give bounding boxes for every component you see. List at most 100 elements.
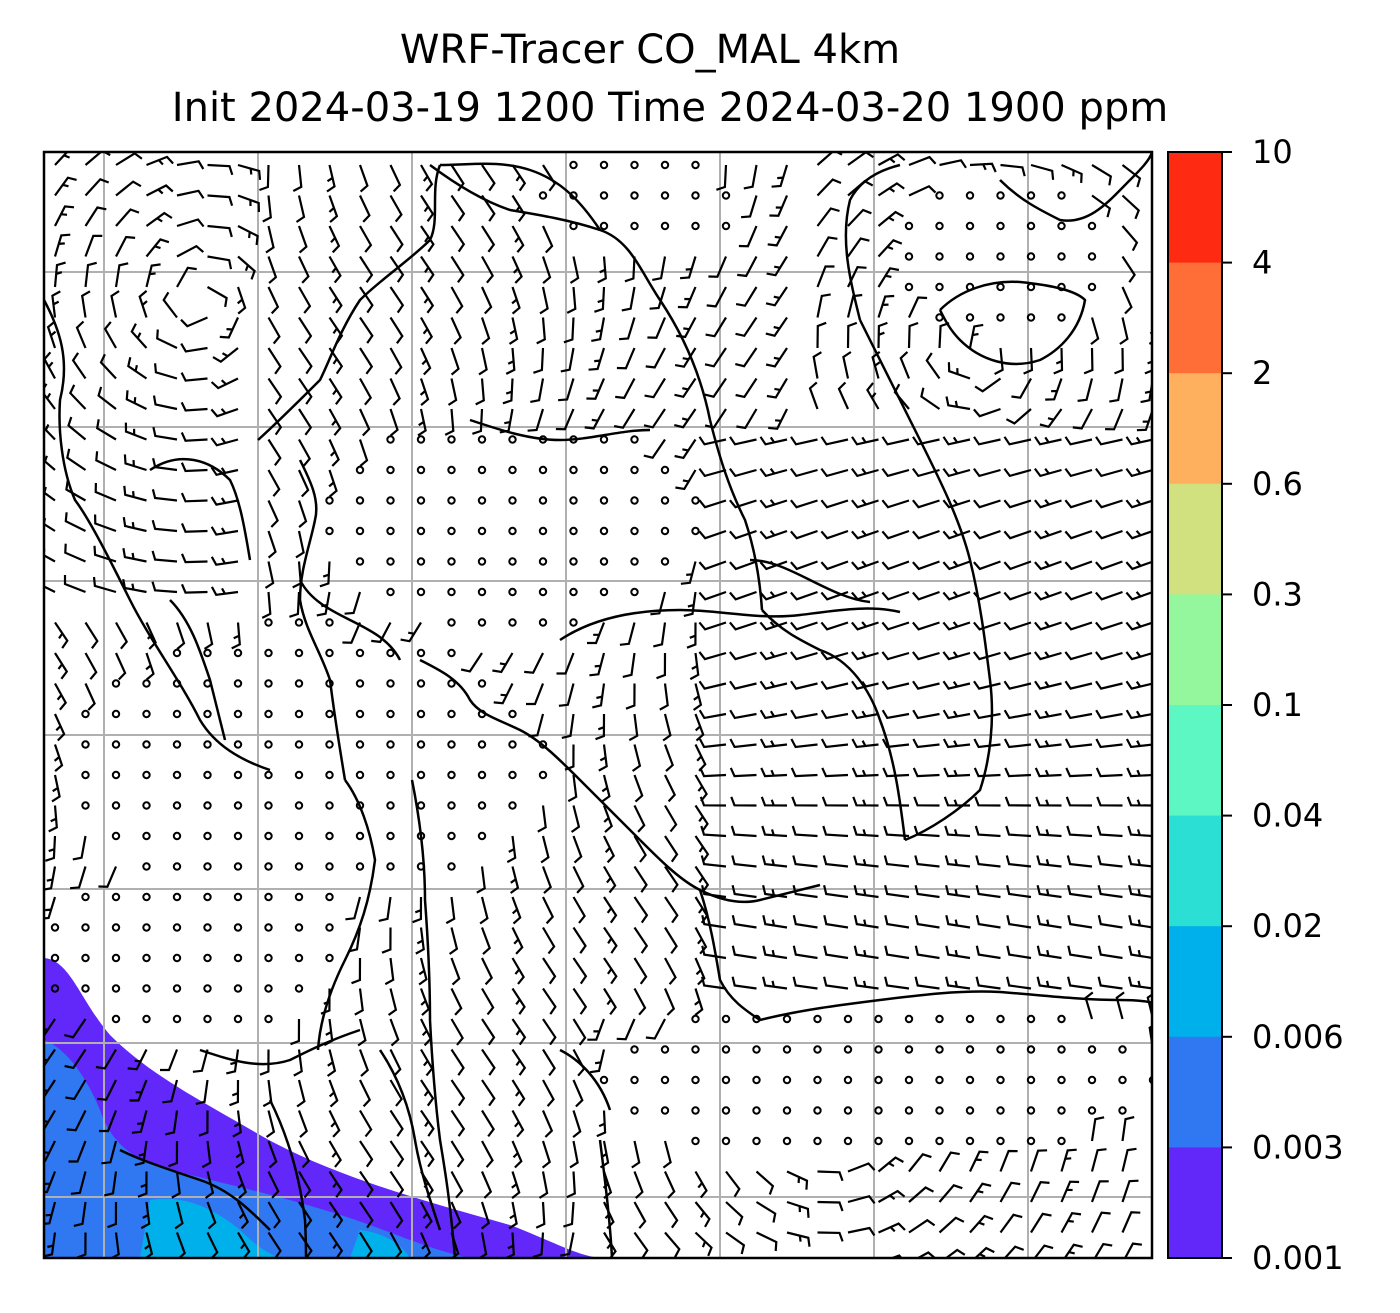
wind-barb (973, 709, 1001, 720)
wind-barb (914, 976, 940, 990)
tracer-contour-0.006b (350, 1230, 410, 1258)
wind-barb (475, 378, 485, 406)
wind-barb (877, 294, 895, 318)
calm-wind-marker (294, 892, 304, 902)
calm-wind-marker (1118, 1075, 1127, 1085)
calm-wind-marker (935, 221, 944, 231)
wind-barb (700, 855, 727, 868)
calm-wind-marker (1057, 313, 1066, 322)
wind-barb (389, 255, 405, 283)
calm-wind-marker (264, 892, 273, 902)
wind-barb (877, 182, 905, 197)
wind-barb (616, 1018, 636, 1041)
wind-barb (756, 1231, 778, 1252)
wind-barb (53, 233, 71, 257)
calm-wind-marker (325, 679, 334, 688)
wind-barb (1003, 621, 1032, 631)
wind-barb (138, 290, 148, 318)
wind-barb (912, 767, 940, 778)
wind-barb (731, 976, 757, 990)
wind-barb (450, 225, 466, 253)
wind-barb (729, 738, 757, 749)
wind-barb (643, 438, 666, 459)
wind-barb (134, 1140, 148, 1166)
wind-barb (330, 1263, 342, 1289)
wind-barb (267, 1201, 281, 1229)
wind-barb (448, 1263, 456, 1289)
calm-wind-marker (965, 252, 975, 261)
calm-wind-marker (1057, 1045, 1066, 1054)
wind-barb (851, 560, 879, 571)
wind-barb (653, 622, 667, 648)
calm-wind-marker (1118, 1106, 1127, 1115)
calm-wind-marker (1026, 252, 1036, 261)
colorbar-tick-label: 0.1 (1252, 686, 1303, 724)
calm-wind-marker (264, 923, 273, 932)
wind-barb (755, 1170, 775, 1195)
wind-barb (323, 1018, 334, 1047)
map-frame (42, 150, 1154, 1260)
wind-barb (633, 987, 647, 1016)
calm-wind-marker (630, 526, 639, 536)
calm-wind-marker (660, 496, 670, 505)
calm-wind-marker (477, 831, 487, 841)
wind-barb (237, 163, 262, 180)
wind-barb (146, 184, 174, 197)
wind-barb (1061, 163, 1083, 183)
wind-barb (771, 164, 789, 188)
calm-wind-marker (508, 770, 517, 780)
calm-wind-marker (1087, 1075, 1097, 1085)
calm-wind-marker (1026, 1014, 1036, 1024)
wind-barb (912, 680, 940, 690)
wind-barb (267, 1231, 282, 1258)
wind-barb (511, 1171, 521, 1199)
wind-barb (765, 347, 788, 368)
wind-barb (759, 467, 788, 478)
wind-barb (889, 1254, 903, 1258)
wind-barb (95, 1048, 117, 1070)
wind-barb (145, 652, 155, 681)
wind-barb (389, 1079, 403, 1107)
wind-barb (729, 590, 757, 601)
wind-barb (1064, 560, 1093, 571)
wind-barb (124, 422, 147, 441)
wind-barb (588, 347, 606, 371)
wind-barb (511, 1140, 523, 1169)
wind-barb (509, 866, 520, 894)
calm-wind-marker (355, 496, 365, 505)
calm-wind-marker (538, 770, 548, 780)
wind-barb (943, 796, 971, 807)
wind-barb (821, 796, 849, 807)
wind-barb (1151, 1107, 1152, 1111)
wind-barb (298, 347, 313, 375)
calm-wind-marker (752, 1106, 761, 1115)
colorbar-segment (1168, 152, 1222, 264)
calm-wind-marker (416, 435, 426, 444)
wind-barb (942, 680, 971, 690)
wind-barb (450, 1170, 464, 1199)
wind-barb (1064, 709, 1093, 720)
wind-barb (820, 529, 849, 540)
wind-barb (151, 489, 178, 502)
wind-barb (298, 377, 313, 405)
wind-barb (817, 1170, 844, 1182)
wind-barbs (44, 152, 1152, 1289)
wind-barb (694, 713, 705, 742)
wind-barb (1095, 499, 1123, 509)
wind-barb (1125, 436, 1152, 446)
calm-wind-marker (111, 770, 121, 780)
wind-barb (603, 1231, 617, 1258)
wind-barb (592, 683, 606, 709)
wind-barb (969, 1182, 992, 1203)
wind-barb (701, 884, 727, 899)
calm-wind-marker (874, 1075, 883, 1085)
wind-barb (731, 855, 757, 868)
calm-wind-marker (50, 923, 60, 932)
wind-barb (1003, 590, 1032, 601)
calm-wind-marker (1087, 221, 1097, 231)
wind-barb (162, 1079, 179, 1104)
wind-barb (969, 1150, 989, 1172)
wind-barb (820, 499, 849, 509)
calm-wind-marker (996, 282, 1005, 292)
wind-barb (1034, 436, 1062, 446)
